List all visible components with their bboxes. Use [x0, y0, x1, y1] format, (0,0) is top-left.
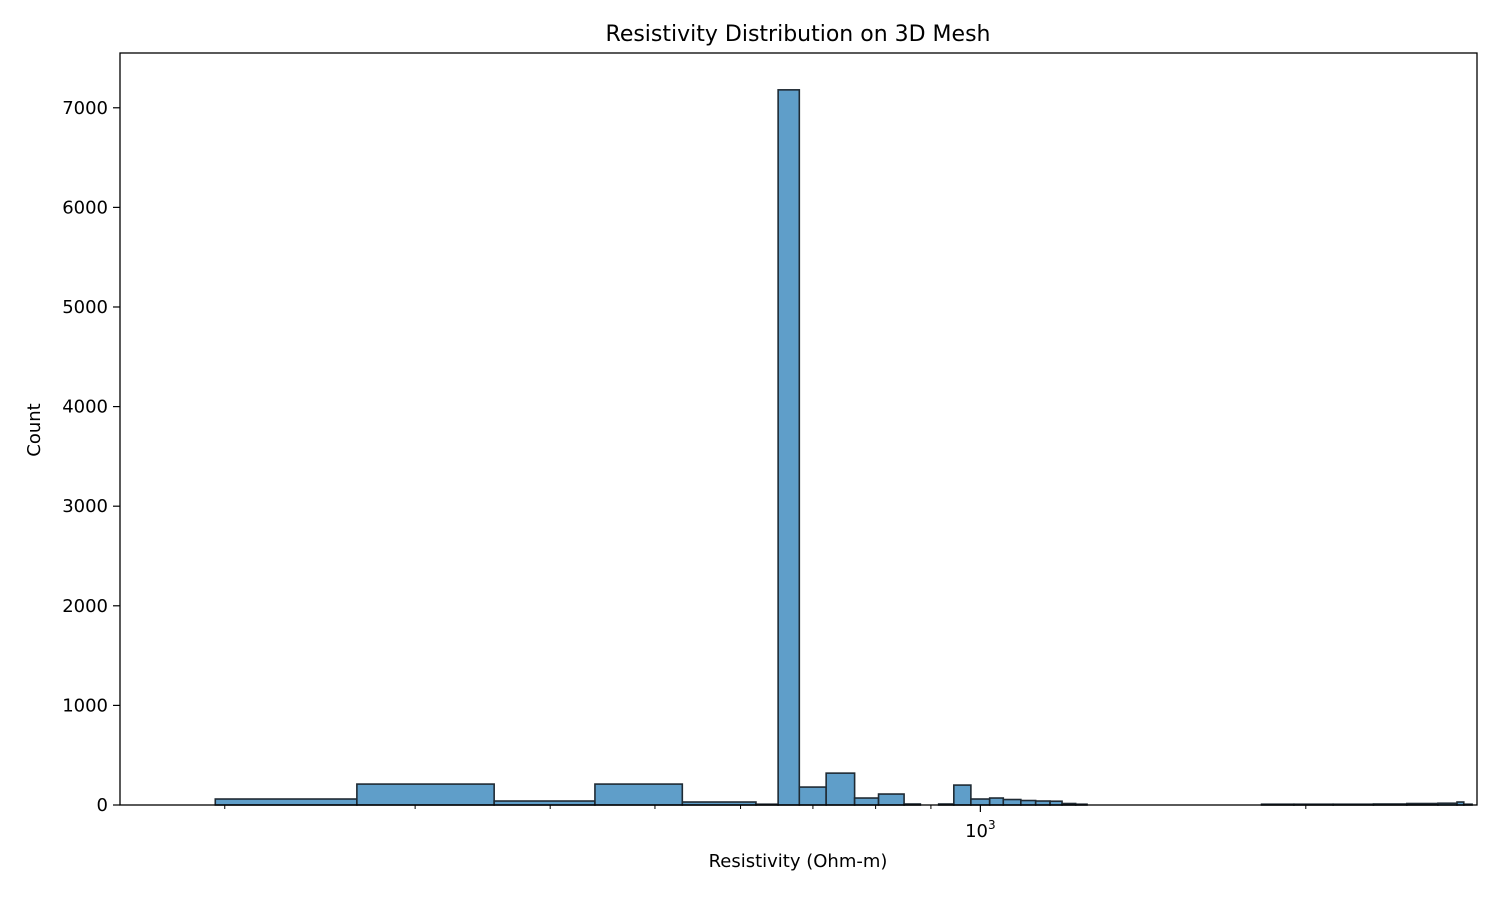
y-tick-label-3: 3000: [62, 496, 108, 517]
y-tick-label-7: 7000: [62, 98, 108, 119]
plot-area-frame: [119, 52, 1478, 806]
x-axis-label: Resistivity (Ohm-m): [709, 851, 888, 872]
histogram-bar-8: [825, 772, 856, 806]
y-axis-label: Count: [24, 403, 45, 456]
histogram-bar-6: [777, 89, 801, 806]
y-tick-label-1: 1000: [62, 695, 108, 716]
histogram-bar-17: [1020, 799, 1037, 806]
x-tick-label-0: 103: [965, 818, 996, 842]
histogram-bar-7: [798, 786, 827, 806]
y-tick-label-2: 2000: [62, 596, 108, 617]
histogram-bars: [214, 89, 1473, 806]
histogram-bar-9: [853, 797, 880, 806]
y-tick-label-0: 0: [97, 795, 108, 816]
y-tick-label-4: 4000: [62, 397, 108, 418]
y-axis: 0 1000 2000 3000 4000 5000 6000 7000: [62, 98, 120, 816]
histogram-bar-3: [594, 783, 684, 806]
histogram-bar-1: [356, 783, 495, 806]
histogram-bar-16: [1002, 798, 1022, 806]
histogram-bar-13: [953, 784, 972, 806]
histogram-bar-0: [214, 798, 358, 806]
histogram-bar-15: [988, 797, 1005, 806]
x-axis: 103: [224, 805, 1307, 842]
histogram-bar-10: [877, 793, 905, 806]
histogram-bar-14: [970, 798, 991, 806]
y-tick-label-6: 6000: [62, 197, 108, 218]
chart-title: Resistivity Distribution on 3D Mesh: [606, 22, 991, 47]
y-tick-label-5: 5000: [62, 297, 108, 318]
